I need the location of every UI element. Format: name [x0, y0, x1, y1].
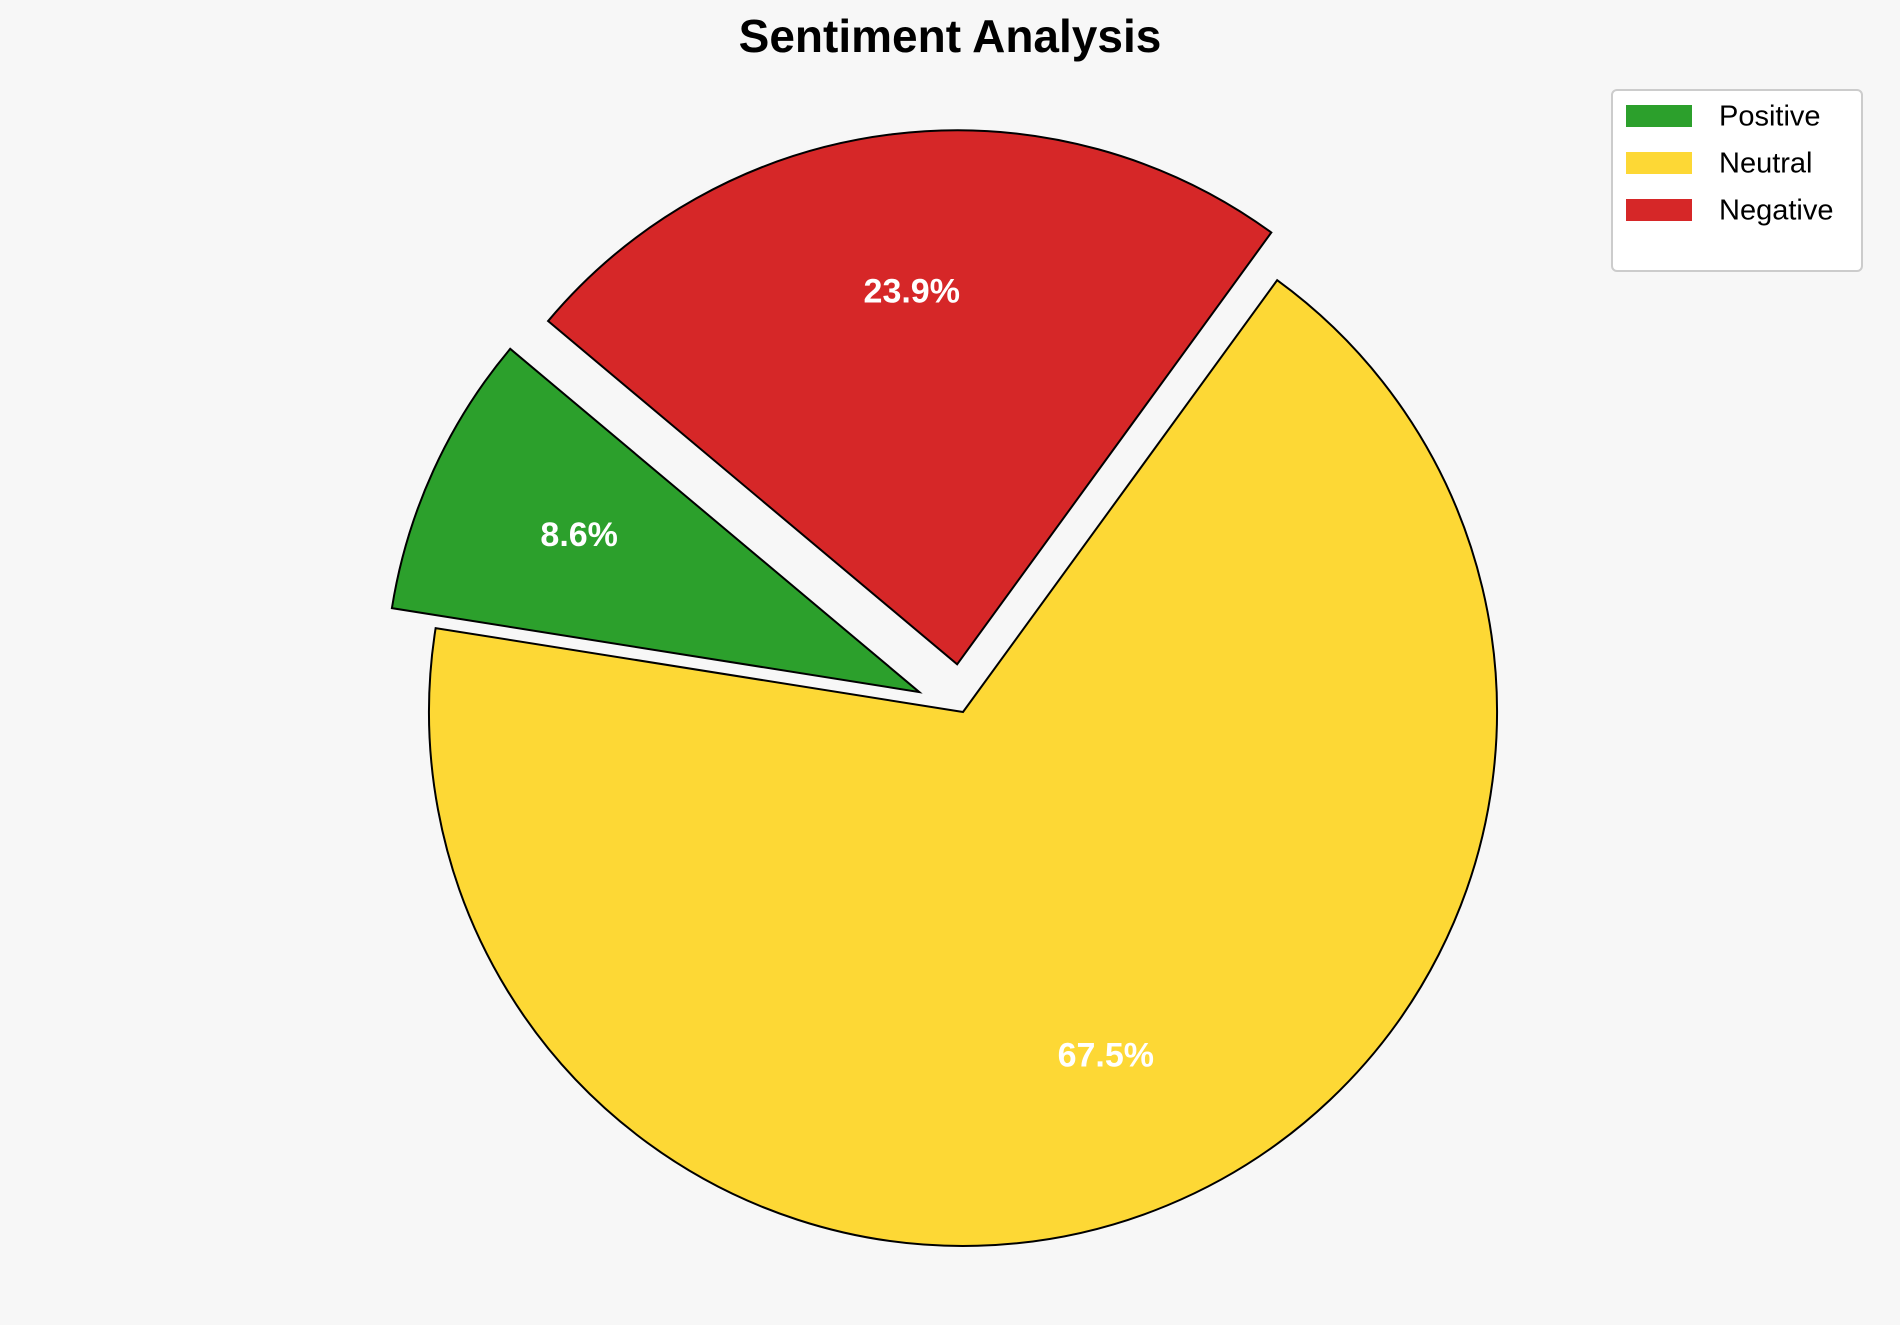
- legend-swatch: [1626, 105, 1692, 127]
- pie-slice: [428, 278, 1498, 1247]
- chart-title: Sentiment Analysis: [739, 10, 1162, 62]
- legend-label: Positive: [1719, 101, 1821, 133]
- slice-label: 23.9%: [864, 272, 960, 310]
- slice-label: 67.5%: [1058, 1036, 1154, 1074]
- slice-label: 8.6%: [540, 516, 618, 554]
- legend-swatch: [1626, 152, 1692, 174]
- pie-slice: [390, 347, 923, 694]
- legend-swatch: [1626, 199, 1692, 221]
- legend-label: Negative: [1719, 195, 1833, 227]
- legend-box: [1611, 89, 1863, 272]
- legend-label: Neutral: [1719, 148, 1813, 180]
- pie-slice: [546, 129, 1273, 666]
